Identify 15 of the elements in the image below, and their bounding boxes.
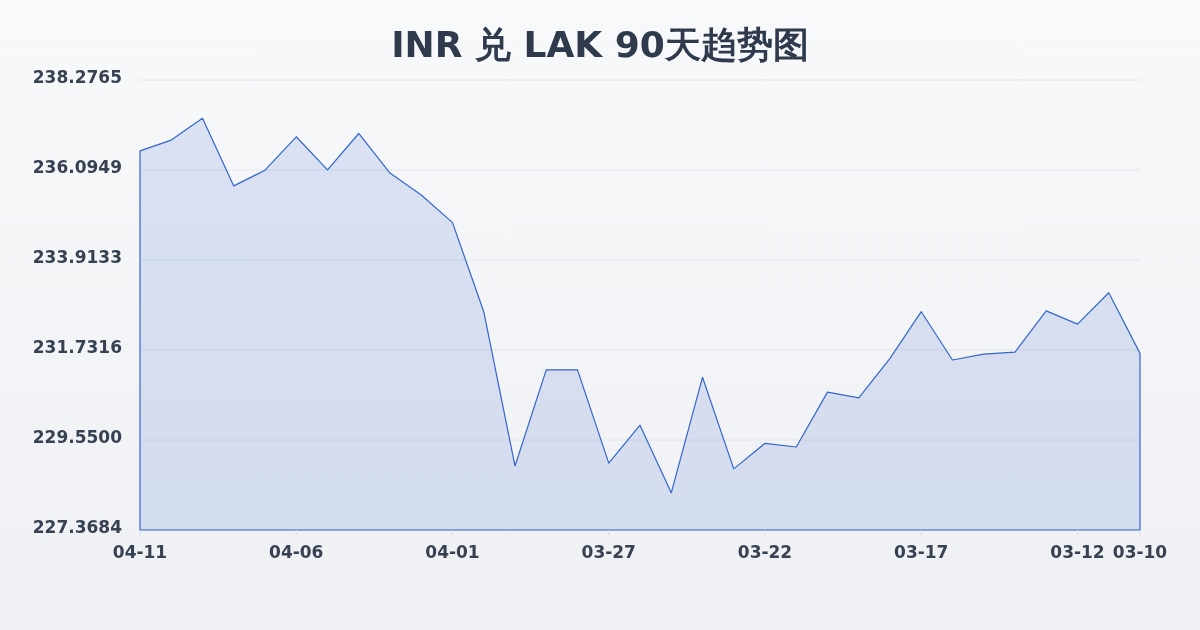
x-tick-label: 03-27 (581, 542, 636, 562)
y-tick-label: 229.5500 (32, 427, 123, 447)
x-tick-label: 04-06 (269, 542, 324, 562)
x-tick-label: 03-12 (1050, 542, 1105, 562)
y-tick-label: 227.3684 (32, 517, 123, 537)
y-tick-label: 238.2765 (32, 67, 122, 87)
y-tick-label: 233.9133 (32, 247, 122, 267)
x-tick-label: 03-17 (894, 542, 949, 562)
chart-title: INR 兑 LAK 90天趋势图 (391, 24, 809, 65)
x-tick-label: 04-01 (425, 542, 480, 562)
y-tick-label: 231.7316 (32, 337, 122, 357)
x-tick-label: 04-11 (112, 542, 168, 562)
y-tick-label: 236.0949 (32, 157, 122, 177)
x-tick-label: 03-22 (737, 542, 793, 562)
x-tick-label: 03-10 (1112, 542, 1168, 562)
